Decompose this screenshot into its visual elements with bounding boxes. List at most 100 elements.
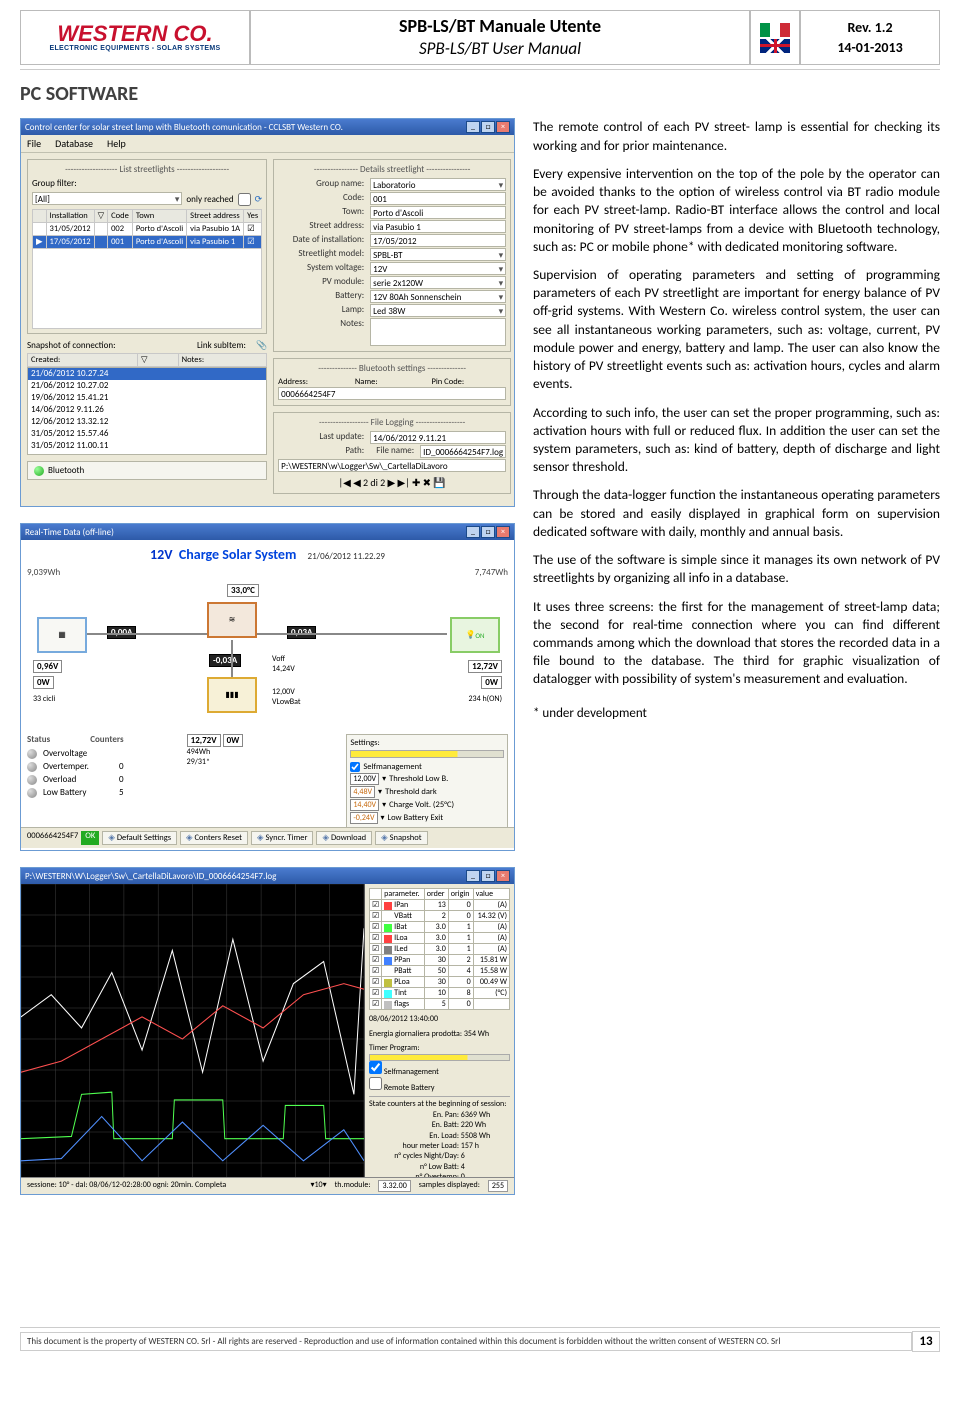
snapshot-button[interactable]: Snapshot <box>375 831 427 845</box>
close-button[interactable]: × <box>496 870 510 882</box>
close-button[interactable]: × <box>496 121 510 133</box>
param-row[interactable]: ☑ VBatt 20 14.32 (V) <box>370 911 510 922</box>
param-row[interactable]: ☑ Tint 108 (°C) <box>370 988 510 999</box>
refresh-icon[interactable]: ⟳ <box>255 194 263 205</box>
maximize-button[interactable]: □ <box>481 526 495 538</box>
detail-field[interactable]: 001 <box>370 192 506 205</box>
table-row[interactable]: 31/05/2012 002 Porto d'Ascoli via Pasubi… <box>33 223 262 236</box>
setting-value[interactable]: 4,48V <box>350 786 375 798</box>
window3-titlebar[interactable]: P:\WESTERN\W\Logger\Sw\_CartellaDiLavoro… <box>21 868 514 884</box>
close-button[interactable]: × <box>496 526 510 538</box>
v-pv: 0,96V <box>33 660 62 673</box>
timestamp-line: 08/06/2012 13:40:00 <box>369 1014 510 1024</box>
window3-statusbar: sessione: 10° - dal: 08/06/12-02:28:00 o… <box>21 1177 514 1194</box>
detail-field[interactable]: SPBL-BT <box>370 248 506 261</box>
status-name: Overtemper. <box>43 761 113 772</box>
remote-battery-checkbox[interactable] <box>369 1077 382 1090</box>
param-row[interactable]: ☑ IPan 130 (A) <box>370 900 510 911</box>
snapshot-item[interactable]: 31/05/2012 11.00.11 <box>28 440 266 452</box>
maximize-button[interactable]: □ <box>481 121 495 133</box>
counters-reset-button[interactable]: Conters Reset <box>180 831 248 845</box>
minimize-button[interactable]: _ <box>466 121 480 133</box>
param-row[interactable]: ☑ PLoa 300 00.49 W <box>370 977 510 988</box>
window2-titlebar[interactable]: Real-Time Data (off-line) _ □ × <box>21 524 514 540</box>
setting-value[interactable]: 12,00V <box>350 773 379 785</box>
doc-title-main: SPB-LS/BT Manuale Utente <box>259 15 741 38</box>
paragraph: Supervision of operating parameters and … <box>533 266 940 394</box>
flag-italy-icon <box>760 23 790 37</box>
chart-area[interactable] <box>21 884 364 1194</box>
status-name: Overload <box>43 774 113 785</box>
detail-field[interactable]: Led 38W <box>370 304 506 317</box>
list-title: ------------------- List streetlights --… <box>32 164 262 175</box>
heat-icon: ≋ <box>207 602 257 638</box>
streetlights-table[interactable]: Installation▽ Code Town Street address Y… <box>32 209 262 249</box>
param-row[interactable]: ☑ ILed 3.01 (A) <box>370 944 510 955</box>
i-load: 0,03A <box>287 626 316 639</box>
param-row[interactable]: ☑ PPan 302 15.81 W <box>370 955 510 966</box>
window1-titlebar[interactable]: Control center for solar street lamp wit… <box>21 119 514 135</box>
paragraph: Every expensive intervention on the top … <box>533 165 940 256</box>
menu-database[interactable]: Database <box>55 137 93 150</box>
download-button[interactable]: Download <box>316 831 372 845</box>
notes-field[interactable] <box>370 318 506 346</box>
notes-label: Notes: <box>278 318 370 346</box>
snapshot-list[interactable]: 21/06/2012 10.27.24 21/06/2012 10.27.02 … <box>27 367 267 455</box>
table-row-selected[interactable]: ▶ 17/05/2012 001 Porto d'Ascoli via Pasu… <box>33 236 262 249</box>
setting-label: Threshold dark <box>385 787 437 797</box>
detail-field[interactable]: 12V <box>370 262 506 275</box>
paragraph: The remote control of each PV street- la… <box>533 118 940 154</box>
param-panel: parameter. order origin value ☑ IPan 130… <box>364 884 514 1194</box>
snapshot-item[interactable]: 12/06/2012 13.32.12 <box>28 416 266 428</box>
menu-help[interactable]: Help <box>107 137 126 150</box>
path: P:\WESTERN\w\Logger\Sw\_CartellaDiLavoro <box>278 459 506 472</box>
snapshot-item[interactable]: 21/06/2012 10.27.02 <box>28 380 266 392</box>
setting-value[interactable]: -0,24V <box>350 812 377 824</box>
bt-address[interactable]: 0006664254F7 <box>278 387 506 400</box>
setting-value[interactable]: 14,40V <box>350 799 379 811</box>
snapshot-item[interactable]: 31/05/2012 15.57.46 <box>28 428 266 440</box>
i-batt: -0,03A <box>209 654 241 667</box>
detail-field[interactable]: Laboratorio <box>370 178 506 191</box>
only-reached-checkbox[interactable] <box>238 193 251 206</box>
samples-displayed[interactable]: 255 <box>488 1180 508 1192</box>
detail-field[interactable]: 12V 80Ah Sonnenschein <box>370 290 506 303</box>
detail-field[interactable]: 17/05/2012 <box>370 234 506 247</box>
menu-file[interactable]: File <box>27 137 41 150</box>
paragraph: It uses three screens: the first for the… <box>533 598 940 689</box>
minimize-button[interactable]: _ <box>466 526 480 538</box>
w-pv: 0W <box>33 676 54 689</box>
window-logviewer: P:\WESTERN\W\Logger\Sw\_CartellaDiLavoro… <box>20 867 515 1195</box>
w-load: 0W <box>481 676 502 689</box>
link-subitem-icon[interactable]: 📎 <box>256 340 267 351</box>
status-led-icon <box>27 762 37 772</box>
selfmanagement-checkbox[interactable] <box>369 1061 382 1074</box>
snapshot-item[interactable]: 14/06/2012 9.11.26 <box>28 404 266 416</box>
temp-value: 33,0°C <box>227 584 259 597</box>
group-filter-combo[interactable]: [All] <box>32 192 182 205</box>
window1-title: Control center for solar street lamp wit… <box>25 122 343 133</box>
detail-field[interactable]: Porto d'Ascoli <box>370 206 506 219</box>
bluetooth-status[interactable]: Bluetooth <box>27 461 267 480</box>
syncr-timer-button[interactable]: Syncr. Timer <box>251 831 313 845</box>
device-id: 0006664254F7 <box>27 831 78 845</box>
maximize-button[interactable]: □ <box>481 870 495 882</box>
snapshot-item[interactable]: 19/06/2012 15.41.21 <box>28 392 266 404</box>
param-row[interactable]: ☑ IBat 3.01 (A) <box>370 922 510 933</box>
snapshot-item[interactable]: 21/06/2012 10.27.24 <box>28 368 266 380</box>
footer-text: This document is the property of WESTERN… <box>20 1332 912 1351</box>
default-settings-button[interactable]: Default Settings <box>102 831 177 845</box>
system-title: 12V Charge Solar System 21/06/2012 11.22… <box>27 546 508 563</box>
selfmanagement-checkbox[interactable] <box>350 762 360 772</box>
logo-cell: WESTERN CO. ELECTRONIC EQUIPMENTS - SOLA… <box>20 10 250 65</box>
minimize-button[interactable]: _ <box>466 870 480 882</box>
pv-panel-icon: ▦ <box>37 617 87 653</box>
detail-field[interactable]: via Pasubio 1 <box>370 220 506 233</box>
param-table[interactable]: parameter. order origin value ☑ IPan 130… <box>369 888 510 1010</box>
param-row[interactable]: ☑ flags 50 <box>370 999 510 1010</box>
detail-field[interactable]: serie 2x120W <box>370 276 506 289</box>
body-text-column: The remote control of each PV street- la… <box>533 118 940 1211</box>
param-row[interactable]: ☑ ILoa 3.01 (A) <box>370 933 510 944</box>
param-row[interactable]: ☑ PBatt 504 15.58 W <box>370 966 510 977</box>
record-navigator[interactable]: |◀ ◀ 2 di 2 ▶ ▶| ✚ ✖ 💾 <box>278 476 506 489</box>
